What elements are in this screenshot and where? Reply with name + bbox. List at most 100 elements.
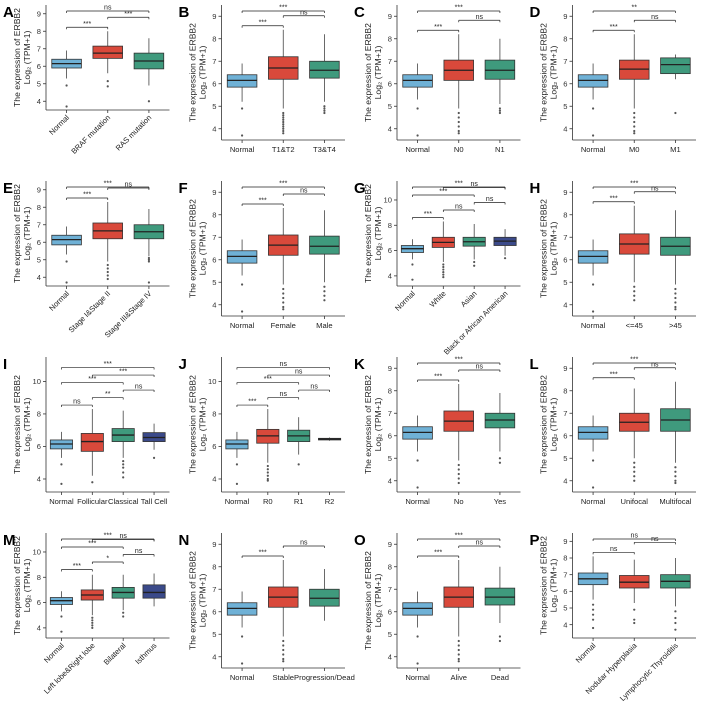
outlier-point bbox=[457, 653, 460, 656]
y-tick-label: 4 bbox=[388, 271, 392, 280]
box-multifocal bbox=[660, 381, 691, 485]
outlier-point bbox=[266, 474, 269, 477]
outlier-point bbox=[633, 621, 636, 625]
y-tick-label: 9 bbox=[388, 364, 392, 373]
outlier-point bbox=[633, 290, 636, 293]
y-tick-label: 10 bbox=[208, 377, 216, 386]
outlier-point bbox=[457, 111, 460, 115]
box-classical bbox=[111, 410, 135, 479]
outlier-point bbox=[91, 626, 94, 629]
box-bilateral bbox=[111, 574, 135, 618]
x-tick-label: Asian bbox=[459, 289, 479, 309]
y-tick-label: 7 bbox=[388, 57, 392, 66]
box-unifocal bbox=[619, 388, 650, 482]
significance-label: ns bbox=[135, 384, 143, 391]
y-axis-label: The expression of ERBB2Log₂ (TPM+1) bbox=[12, 375, 32, 474]
outlier-point bbox=[416, 662, 419, 665]
box-normal bbox=[577, 556, 609, 630]
x-tick-label: White bbox=[428, 289, 448, 309]
outlier-point bbox=[235, 463, 239, 466]
box-m1 bbox=[660, 54, 691, 115]
significance-label: *** bbox=[455, 357, 463, 364]
box-black-or-african-american bbox=[493, 229, 517, 260]
panel-C: C The expression of ERBB2Log₂ (TPM+1) 4 5 6 7… bbox=[354, 4, 521, 154]
box-stage-iii-stage-iv bbox=[133, 209, 165, 284]
significance-label: *** bbox=[104, 181, 112, 188]
y-tick-label: 6 bbox=[37, 442, 41, 451]
y-axis-label-line1: The expression of ERBB2 bbox=[539, 23, 549, 122]
significance-label: *** bbox=[88, 376, 96, 383]
y-axis-label-line1: The expression of ERBB2 bbox=[188, 375, 198, 474]
y-axis-label-line2: Log₂ (TPM+1) bbox=[22, 31, 32, 85]
outlier-point bbox=[65, 105, 68, 108]
outlier-point bbox=[416, 486, 419, 489]
y-tick-label: 6 bbox=[37, 62, 41, 71]
x-tick-label: Normal bbox=[230, 321, 255, 330]
x-tick-label: RAS mutation bbox=[114, 113, 153, 152]
significance-label: ns bbox=[125, 182, 133, 189]
outlier-point bbox=[591, 613, 595, 616]
y-tick-label: 4 bbox=[563, 620, 567, 629]
y-axis-label-line1: The expression of ERBB2 bbox=[12, 8, 22, 107]
y-tick-label: 9 bbox=[388, 540, 392, 549]
outlier-point bbox=[152, 456, 156, 459]
significance-label: ns bbox=[455, 203, 463, 210]
x-tick-label: Normal bbox=[47, 289, 71, 313]
significance-label: *** bbox=[279, 181, 287, 188]
significance-label: ns bbox=[300, 9, 308, 16]
box-normal bbox=[49, 431, 73, 485]
outlier-point bbox=[457, 660, 460, 663]
y-axis-label: The expression of ERBB2Log₂ (TPM+1) bbox=[12, 184, 32, 283]
significance-label: ns bbox=[119, 533, 127, 540]
x-tick-label: T1&T2 bbox=[272, 145, 295, 154]
significance-label: *** bbox=[88, 540, 96, 547]
significance-label: ns bbox=[295, 369, 303, 376]
significance-label: *** bbox=[119, 369, 127, 376]
x-tick-label: Male bbox=[316, 321, 332, 330]
panel-letter-N: N bbox=[179, 532, 190, 549]
y-tick-label: 7 bbox=[212, 233, 216, 242]
outlier-point bbox=[240, 310, 244, 313]
y-tick-label: 8 bbox=[212, 34, 216, 43]
y-tick-label: 8 bbox=[388, 34, 392, 43]
x-tick-label: Isthmus bbox=[133, 641, 158, 666]
panel-letter-K: K bbox=[354, 356, 365, 373]
x-tick-label: Yes bbox=[494, 497, 507, 506]
significance-label: ns bbox=[300, 188, 308, 195]
y-tick-label: 7 bbox=[212, 585, 216, 594]
outlier-point bbox=[498, 107, 502, 110]
x-tick-label: R1 bbox=[294, 497, 304, 506]
box-yes bbox=[484, 393, 516, 464]
y-tick-label: 5 bbox=[37, 255, 41, 264]
x-tick-label: Classical bbox=[108, 497, 139, 506]
y-axis-label-line1: The expression of ERBB2 bbox=[188, 23, 198, 122]
x-tick-label: T3&T4 bbox=[313, 145, 336, 154]
significance-label: ns bbox=[280, 391, 288, 398]
outlier-point bbox=[633, 129, 636, 133]
outlier-point bbox=[147, 256, 151, 260]
panel-letter-D: D bbox=[530, 4, 541, 21]
outlier-point bbox=[122, 615, 125, 618]
outlier-point bbox=[591, 608, 595, 611]
x-tick-label: Normal bbox=[581, 321, 606, 330]
x-tick-label: Normal bbox=[230, 673, 255, 682]
outlier-point bbox=[106, 85, 109, 88]
significance-label: ns bbox=[104, 5, 112, 12]
box-asian bbox=[462, 224, 486, 267]
y-tick-label: 7 bbox=[388, 585, 392, 594]
y-axis-label-line2: Log₂ (TPM+1) bbox=[373, 574, 383, 628]
outlier-point bbox=[633, 618, 636, 621]
box-female bbox=[268, 208, 299, 311]
outlier-point bbox=[633, 294, 636, 297]
outlier-point bbox=[282, 114, 285, 117]
y-tick-label: 8 bbox=[388, 386, 392, 395]
y-tick-label: 6 bbox=[388, 246, 392, 255]
y-axis-label-line2: Log₂ (TPM+1) bbox=[549, 46, 559, 100]
outlier-point bbox=[591, 283, 595, 286]
significance-label: *** bbox=[455, 181, 463, 188]
box-r2 bbox=[318, 437, 342, 441]
outlier-point bbox=[282, 660, 285, 663]
y-axis-label: The expression of ERBB2Log₂ (TPM+1) bbox=[188, 199, 208, 298]
